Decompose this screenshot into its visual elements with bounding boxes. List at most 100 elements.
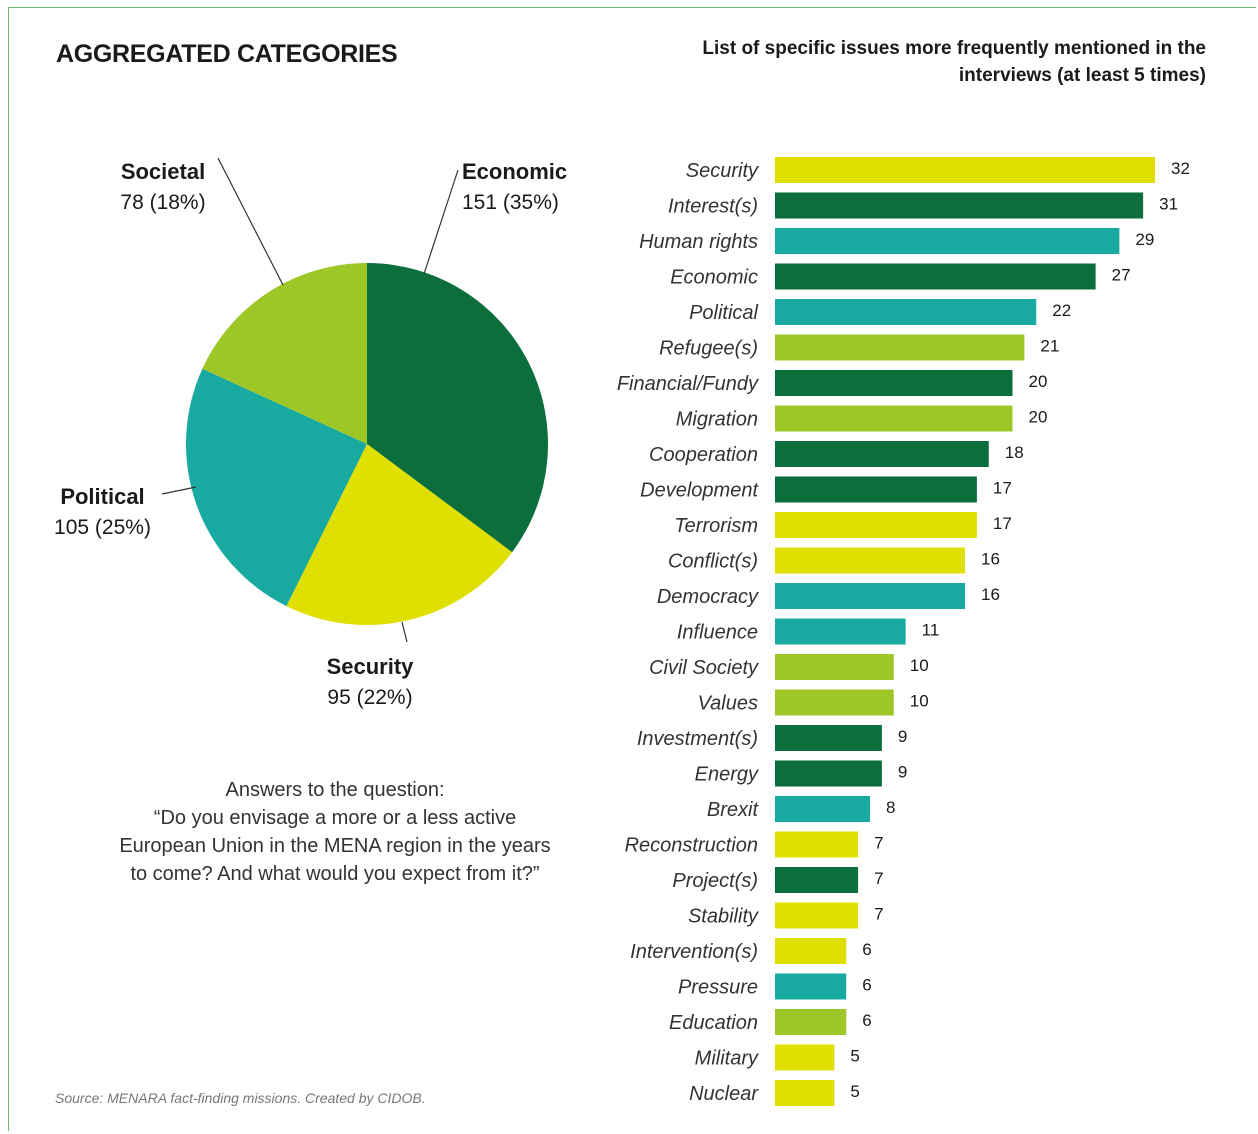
bar-value-civil-society: 10 [910, 656, 929, 675]
bar-value-migration: 20 [1029, 408, 1048, 427]
bar-values [775, 689, 894, 716]
bar-democracy [775, 583, 965, 609]
pie-label-security: Security 95 (22%) [300, 651, 440, 713]
source-note: Source: MENARA fact-finding missions. Cr… [55, 1090, 426, 1106]
bar-label-military: Military [695, 1048, 759, 1070]
bar-value-values: 10 [910, 692, 929, 711]
pie-label-economic-value: 151 (35%) [462, 191, 559, 214]
bar-military [775, 1044, 835, 1071]
bar-label-intervention-s: Intervention(s) [630, 941, 758, 963]
bar-label-financial-fundy: Financial/Fundy [617, 373, 759, 395]
bar-brexit [775, 796, 870, 822]
bar-investment-s [775, 725, 882, 751]
bar-terrorism [775, 512, 977, 538]
bar-label-political: Political [689, 302, 758, 324]
bar-value-development: 17 [993, 479, 1012, 498]
bar-label-brexit: Brexit [707, 799, 760, 821]
bar-stability [775, 902, 859, 929]
bar-development [775, 476, 977, 503]
bar-label-education: Education [669, 1012, 758, 1034]
pie-label-societal-name: Societal [120, 159, 206, 184]
bar-value-political: 22 [1052, 301, 1071, 320]
bar-value-intervention-s: 6 [862, 940, 871, 959]
bar-chart: Security 32 Interest(s) 31 Human rights 29 Eco… [617, 157, 1190, 1106]
bar-label-nuclear: Nuclear [689, 1083, 759, 1105]
bar-cooperation [775, 441, 989, 467]
bar-label-investment-s: Investment(s) [637, 728, 758, 750]
bar-value-project-s: 7 [874, 869, 883, 888]
bar-security [775, 157, 1155, 183]
bar-value-terrorism: 17 [993, 514, 1012, 533]
bar-label-project-s: Project(s) [672, 870, 758, 892]
survey-question-intro: Answers to the question: [225, 779, 445, 801]
bar-label-interest-s: Interest(s) [668, 196, 758, 218]
bar-label-stability: Stability [688, 906, 759, 928]
pie-slice-economic [367, 263, 549, 553]
bar-reconstruction [775, 831, 859, 858]
bar-section-title: List of specific issues more frequently … [702, 38, 1206, 86]
bar-value-security: 32 [1171, 159, 1190, 178]
bar-value-reconstruction: 7 [874, 834, 883, 853]
bar-label-values: Values [698, 693, 758, 715]
bar-value-energy: 9 [898, 763, 907, 782]
bar-value-investment-s: 9 [898, 727, 907, 746]
bar-label-conflict-s: Conflict(s) [668, 551, 758, 573]
bar-human-rights [775, 228, 1120, 254]
bar-label-cooperation: Cooperation [649, 444, 758, 466]
pie-chart [186, 263, 549, 626]
bar-value-military: 5 [850, 1047, 859, 1066]
pie-section-title: AGGREGATED CATEGORIES [56, 40, 398, 68]
bar-value-influence: 11 [922, 621, 940, 640]
bar-label-human-rights: Human rights [639, 231, 758, 253]
pie-label-political-name: Political [60, 484, 145, 509]
bar-value-financial-fundy: 20 [1029, 372, 1048, 391]
pie-label-political: Political 105 (25%) [30, 481, 175, 543]
leader-line-societal [217, 157, 284, 286]
bar-economic [775, 263, 1096, 290]
pie-slice-societal [202, 263, 367, 444]
bar-label-economic: Economic [670, 267, 758, 289]
pie-label-economic: Economic 151 (35%) [462, 156, 567, 218]
pie-label-societal-value: 78 (18%) [120, 191, 206, 214]
bar-label-terrorism: Terrorism [674, 515, 758, 537]
bar-conflict-s [775, 547, 965, 574]
bar-refugee-s [775, 334, 1025, 361]
bar-value-refugee-s: 21 [1040, 337, 1059, 356]
bar-political [775, 299, 1037, 325]
leader-line-economic [423, 169, 459, 275]
page-frame [8, 7, 1256, 1131]
bar-value-stability: 7 [874, 905, 883, 924]
bar-value-democracy: 16 [981, 585, 1000, 604]
survey-question-text: “Do you envisage a more or a less active… [119, 807, 551, 885]
pie-leader-lines [161, 157, 459, 643]
bar-value-interest-s: 31 [1159, 195, 1178, 214]
pie-label-political-value: 105 (25%) [54, 516, 151, 539]
bar-value-pressure: 6 [862, 976, 871, 995]
bar-label-development: Development [640, 480, 759, 502]
bar-label-democracy: Democracy [657, 586, 759, 608]
bar-value-cooperation: 18 [1005, 443, 1024, 462]
bar-value-economic: 27 [1112, 266, 1131, 285]
leader-line-political [161, 486, 197, 495]
bar-label-refugee-s: Refugee(s) [659, 338, 758, 360]
bar-value-human-rights: 29 [1135, 230, 1154, 249]
bar-value-nuclear: 5 [850, 1082, 859, 1101]
bar-civil-society [775, 654, 894, 680]
bar-migration [775, 405, 1013, 432]
pie-label-security-value: 95 (22%) [327, 686, 413, 709]
bar-label-influence: Influence [677, 622, 758, 644]
bar-influence [775, 618, 906, 645]
pie-slice-security [286, 444, 513, 626]
bar-intervention-s [775, 938, 847, 964]
survey-question: Answers to the question: “Do you envisag… [110, 776, 560, 888]
bar-financial-fundy [775, 370, 1013, 396]
bar-label-migration: Migration [676, 409, 758, 431]
pie-slice-political [186, 368, 367, 607]
bar-label-civil-society: Civil Society [649, 657, 759, 679]
bar-energy [775, 760, 882, 787]
leader-line-security [401, 621, 408, 643]
bar-value-brexit: 8 [886, 798, 895, 817]
bar-label-energy: Energy [695, 764, 759, 786]
bar-label-security: Security [686, 160, 759, 182]
